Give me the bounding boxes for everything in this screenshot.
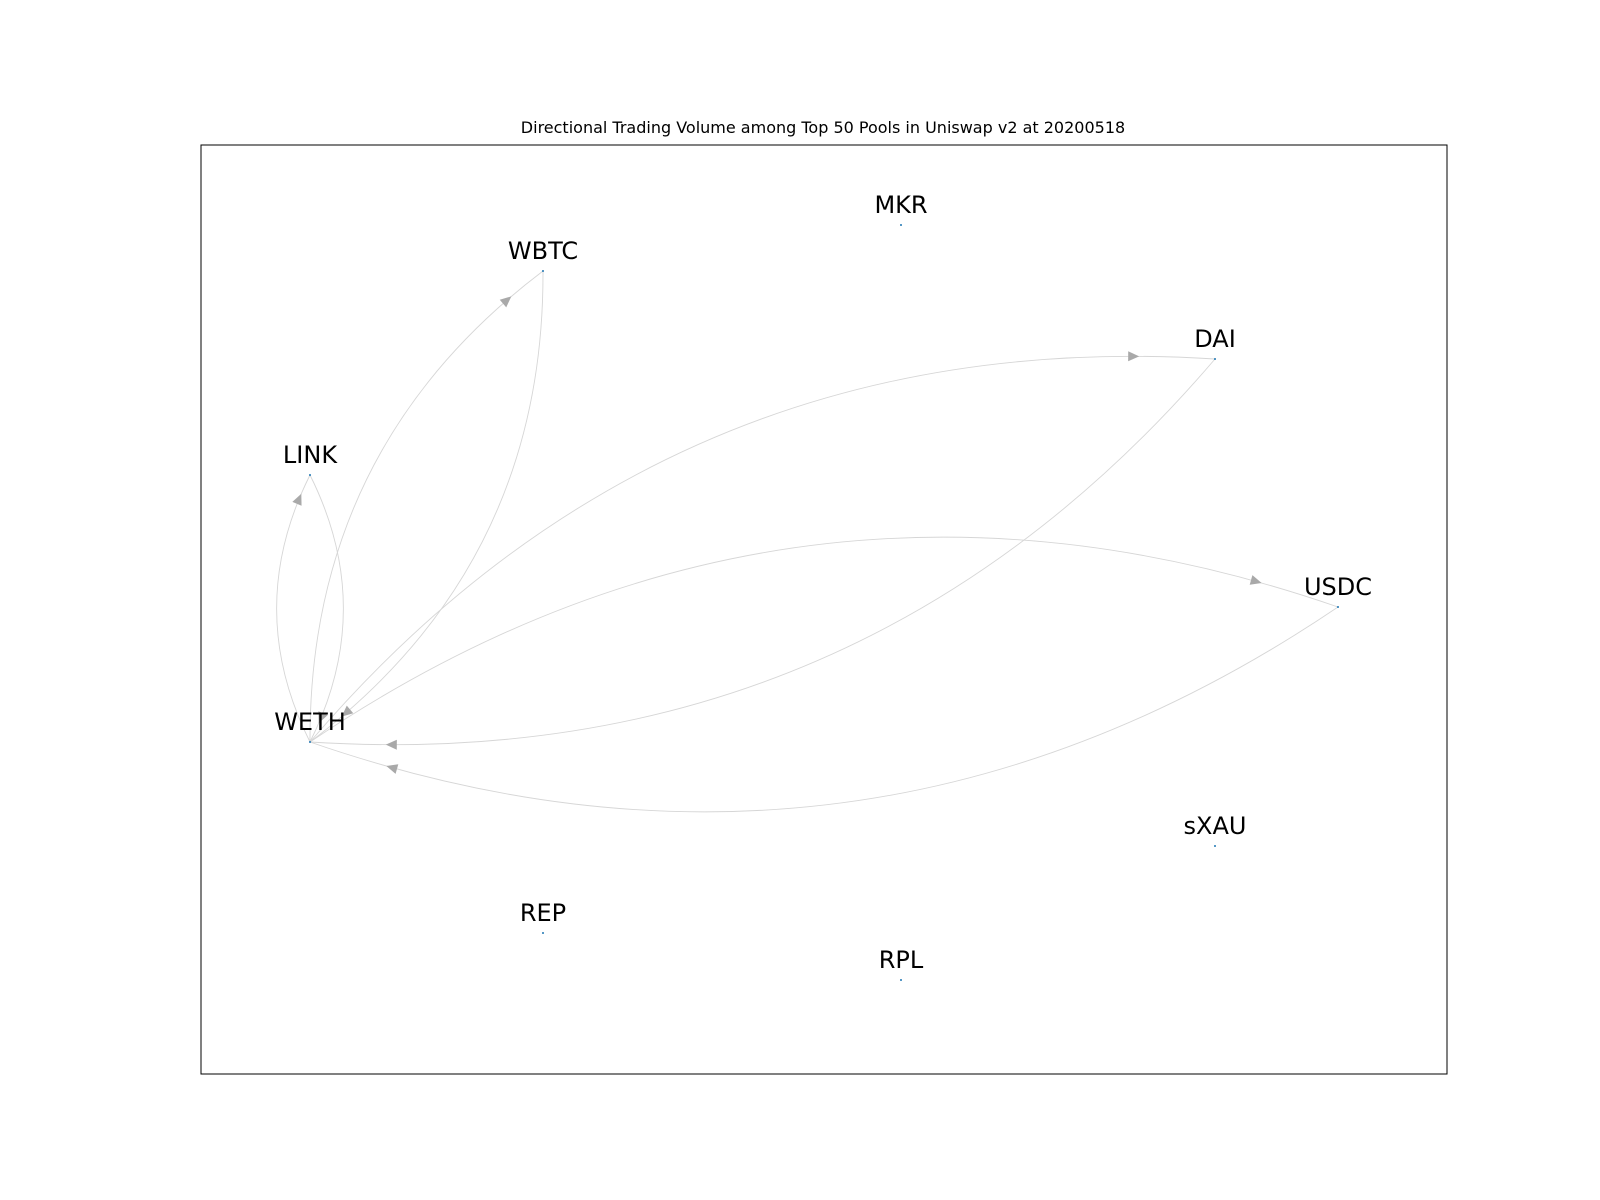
plot-frame <box>200 144 1448 1075</box>
node-label-USDC: USDC <box>1304 573 1372 601</box>
node-label-REP: REP <box>520 899 566 927</box>
node-sXAU <box>1214 845 1216 847</box>
edge-WBTC-to-WETH <box>309 270 544 743</box>
edge-LINK-to-WETH <box>309 474 344 743</box>
node-DAI <box>1214 358 1216 360</box>
edge-WETH-to-DAI <box>309 355 1216 743</box>
chart-title: Directional Trading Volume among Top 50 … <box>520 118 1126 137</box>
nodes-layer: WETH WBTC MKR DAI LINK USDC sXAU REP RPL <box>274 191 1372 981</box>
node-REP <box>542 932 544 934</box>
arrowhead-WBTC-to-WETH <box>341 705 354 717</box>
node-label-MKR: MKR <box>874 191 927 219</box>
node-MKR <box>900 224 902 226</box>
node-label-RPL: RPL <box>879 946 924 974</box>
arrowhead-WETH-to-DAI <box>1128 351 1140 362</box>
node-WBTC <box>542 270 544 272</box>
node-label-LINK: LINK <box>283 441 338 469</box>
arrowhead-DAI-to-WETH <box>385 739 397 750</box>
arrowhead-WETH-to-WBTC <box>499 296 512 308</box>
arrowhead-WETH-to-USDC <box>1249 575 1262 585</box>
node-RPL <box>900 979 902 981</box>
node-WETH <box>309 741 311 743</box>
edge-WETH-to-WBTC <box>309 270 544 743</box>
arrowhead-LINK-to-WETH <box>318 711 328 724</box>
edge-USDC-to-WETH <box>309 606 1339 813</box>
node-LINK <box>309 474 311 476</box>
arrowhead-WETH-to-LINK <box>292 493 302 506</box>
edge-WETH-to-USDC <box>309 536 1339 743</box>
node-label-DAI: DAI <box>1194 325 1236 353</box>
arrowhead-USDC-to-WETH <box>386 764 399 774</box>
edge-DAI-to-WETH <box>309 358 1216 746</box>
node-USDC <box>1337 606 1339 608</box>
node-label-WETH: WETH <box>274 708 346 736</box>
edges-layer <box>276 270 1339 813</box>
node-label-WBTC: WBTC <box>508 237 578 265</box>
node-label-sXAU: sXAU <box>1184 812 1247 840</box>
edge-WETH-to-LINK <box>276 474 311 743</box>
